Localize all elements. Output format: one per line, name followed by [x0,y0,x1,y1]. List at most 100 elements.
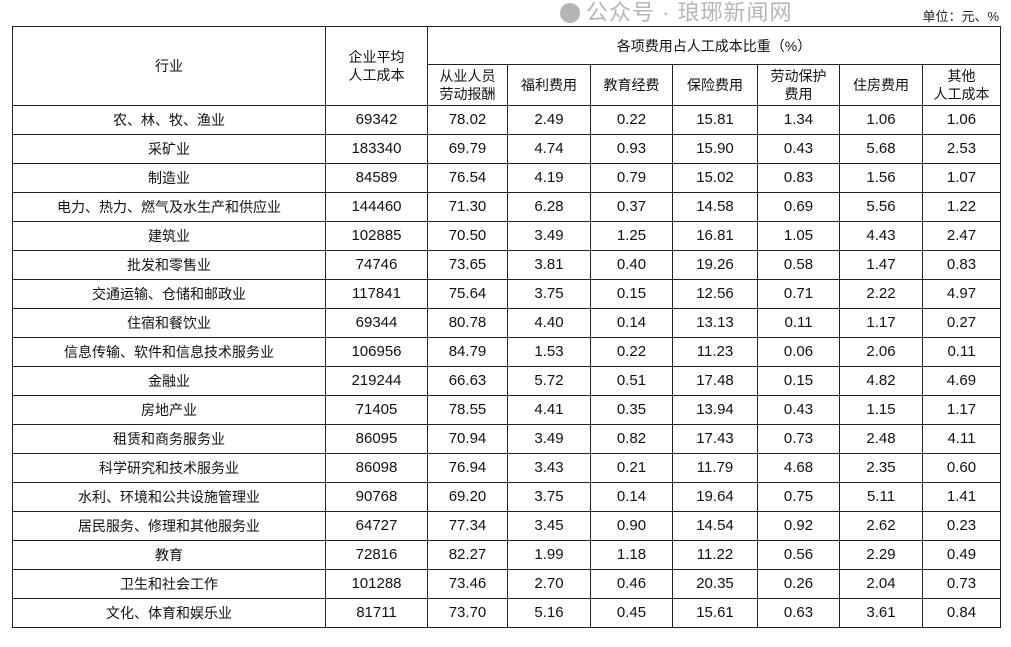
share-cell: 1.22 [922,192,1001,222]
industry-cell: 科学研究和技术服务业 [12,453,326,483]
header-share-group: 各项费用占人工成本比重（%） [427,26,1001,65]
avg-cost-cell: 81711 [325,598,428,628]
share-cell: 1.06 [839,105,923,135]
share-cell: 2.22 [839,279,923,309]
share-cell: 2.48 [839,424,923,454]
share-cell: 1.17 [922,395,1001,425]
share-cell: 2.04 [839,569,923,599]
share-cell: 0.22 [590,337,673,367]
share-cell: 15.90 [672,134,758,164]
avg-cost-cell: 117841 [325,279,428,309]
share-cell: 3.45 [507,511,591,541]
share-cell: 71.30 [427,192,508,222]
header-column: 劳动保护 费用 [757,64,840,106]
table-row: 卫生和社会工作 101288 73.46 2.70 0.46 20.35 0.26 2.04 0… [12,569,1001,599]
share-cell: 0.27 [922,308,1001,338]
share-cell: 75.64 [427,279,508,309]
share-cell: 0.15 [590,279,673,309]
share-cell: 0.11 [922,337,1001,367]
table-row: 文化、体育和娱乐业 81711 73.70 5.16 0.45 15.61 0.63 3.61… [12,598,1001,628]
share-cell: 14.58 [672,192,758,222]
avg-cost-cell: 101288 [325,569,428,599]
industry-cell: 房地产业 [12,395,326,425]
share-cell: 3.43 [507,453,591,483]
table-row: 教育 72816 82.27 1.99 1.18 11.22 0.56 2.29 0.49 [12,540,1001,570]
table-row: 批发和零售业 74746 73.65 3.81 0.40 19.26 0.58 1.47 0.8… [12,250,1001,280]
wechat-icon [560,2,580,23]
share-cell: 0.93 [590,134,673,164]
share-cell: 0.43 [757,134,840,164]
share-cell: 5.68 [839,134,923,164]
share-cell: 2.47 [922,221,1001,251]
share-cell: 0.22 [590,105,673,135]
industry-cell: 信息传输、软件和信息技术服务业 [12,337,326,367]
share-cell: 0.11 [757,308,840,338]
table-row: 科学研究和技术服务业 86098 76.94 3.43 0.21 11.79 4.68 2.3… [12,453,1001,483]
share-cell: 0.37 [590,192,673,222]
industry-cell: 制造业 [12,163,326,193]
share-cell: 3.49 [507,424,591,454]
share-cell: 66.63 [427,366,508,396]
share-cell: 3.75 [507,279,591,309]
share-cell: 73.46 [427,569,508,599]
avg-cost-cell: 69344 [325,308,428,338]
share-cell: 1.34 [757,105,840,135]
share-cell: 0.73 [757,424,840,454]
avg-cost-cell: 86098 [325,453,428,483]
share-cell: 4.43 [839,221,923,251]
share-cell: 13.13 [672,308,758,338]
share-cell: 3.61 [839,598,923,628]
share-cell: 19.26 [672,250,758,280]
share-cell: 1.53 [507,337,591,367]
share-cell: 0.23 [922,511,1001,541]
industry-cell: 住宿和餐饮业 [12,308,326,338]
share-cell: 84.79 [427,337,508,367]
industry-cell: 建筑业 [12,221,326,251]
share-cell: 1.05 [757,221,840,251]
share-cell: 2.35 [839,453,923,483]
share-cell: 14.54 [672,511,758,541]
table-row: 金融业 219244 66.63 5.72 0.51 17.48 0.15 4.82 4.69 [12,366,1001,396]
unit-label: 单位：元、% [922,9,999,24]
share-cell: 0.92 [757,511,840,541]
share-cell: 0.73 [922,569,1001,599]
header-avg-cost: 企业平均 人工成本 [325,26,428,106]
table-row: 租赁和商务服务业 86095 70.94 3.49 0.82 17.43 0.73 2.48 4… [12,424,1001,454]
share-cell: 0.49 [922,540,1001,570]
share-cell: 1.07 [922,163,1001,193]
share-cell: 11.23 [672,337,758,367]
share-cell: 5.72 [507,366,591,396]
avg-cost-cell: 90768 [325,482,428,512]
share-cell: 0.84 [922,598,1001,628]
share-cell: 11.22 [672,540,758,570]
share-cell: 1.17 [839,308,923,338]
share-cell: 0.83 [922,250,1001,280]
header-column: 其他 人工成本 [922,64,1001,106]
share-cell: 16.81 [672,221,758,251]
share-cell: 2.49 [507,105,591,135]
share-cell: 0.45 [590,598,673,628]
table-row: 信息传输、软件和信息技术服务业 106956 84.79 1.53 0.22 11.23 0… [12,337,1001,367]
share-cell: 80.78 [427,308,508,338]
share-cell: 17.48 [672,366,758,396]
industry-cell: 批发和零售业 [12,250,326,280]
share-cell: 15.81 [672,105,758,135]
table-row: 居民服务、修理和其他服务业 64727 77.34 3.45 0.90 14.54 0.92… [12,511,1001,541]
labor-cost-table: 行业 企业平均 人工成本 各项费用占人工成本比重（%） 从业人员 劳动报酬 福利费… [12,26,1001,628]
share-cell: 73.65 [427,250,508,280]
share-cell: 1.25 [590,221,673,251]
share-cell: 6.28 [507,192,591,222]
share-cell: 5.11 [839,482,923,512]
share-cell: 1.15 [839,395,923,425]
share-cell: 5.56 [839,192,923,222]
share-cell: 0.56 [757,540,840,570]
header-column: 教育经费 [590,64,673,106]
share-cell: 12.56 [672,279,758,309]
share-cell: 76.54 [427,163,508,193]
industry-cell: 金融业 [12,366,326,396]
header-column: 保险费用 [672,64,758,106]
share-cell: 17.43 [672,424,758,454]
share-cell: 4.11 [922,424,1001,454]
avg-cost-cell: 72816 [325,540,428,570]
share-cell: 69.79 [427,134,508,164]
